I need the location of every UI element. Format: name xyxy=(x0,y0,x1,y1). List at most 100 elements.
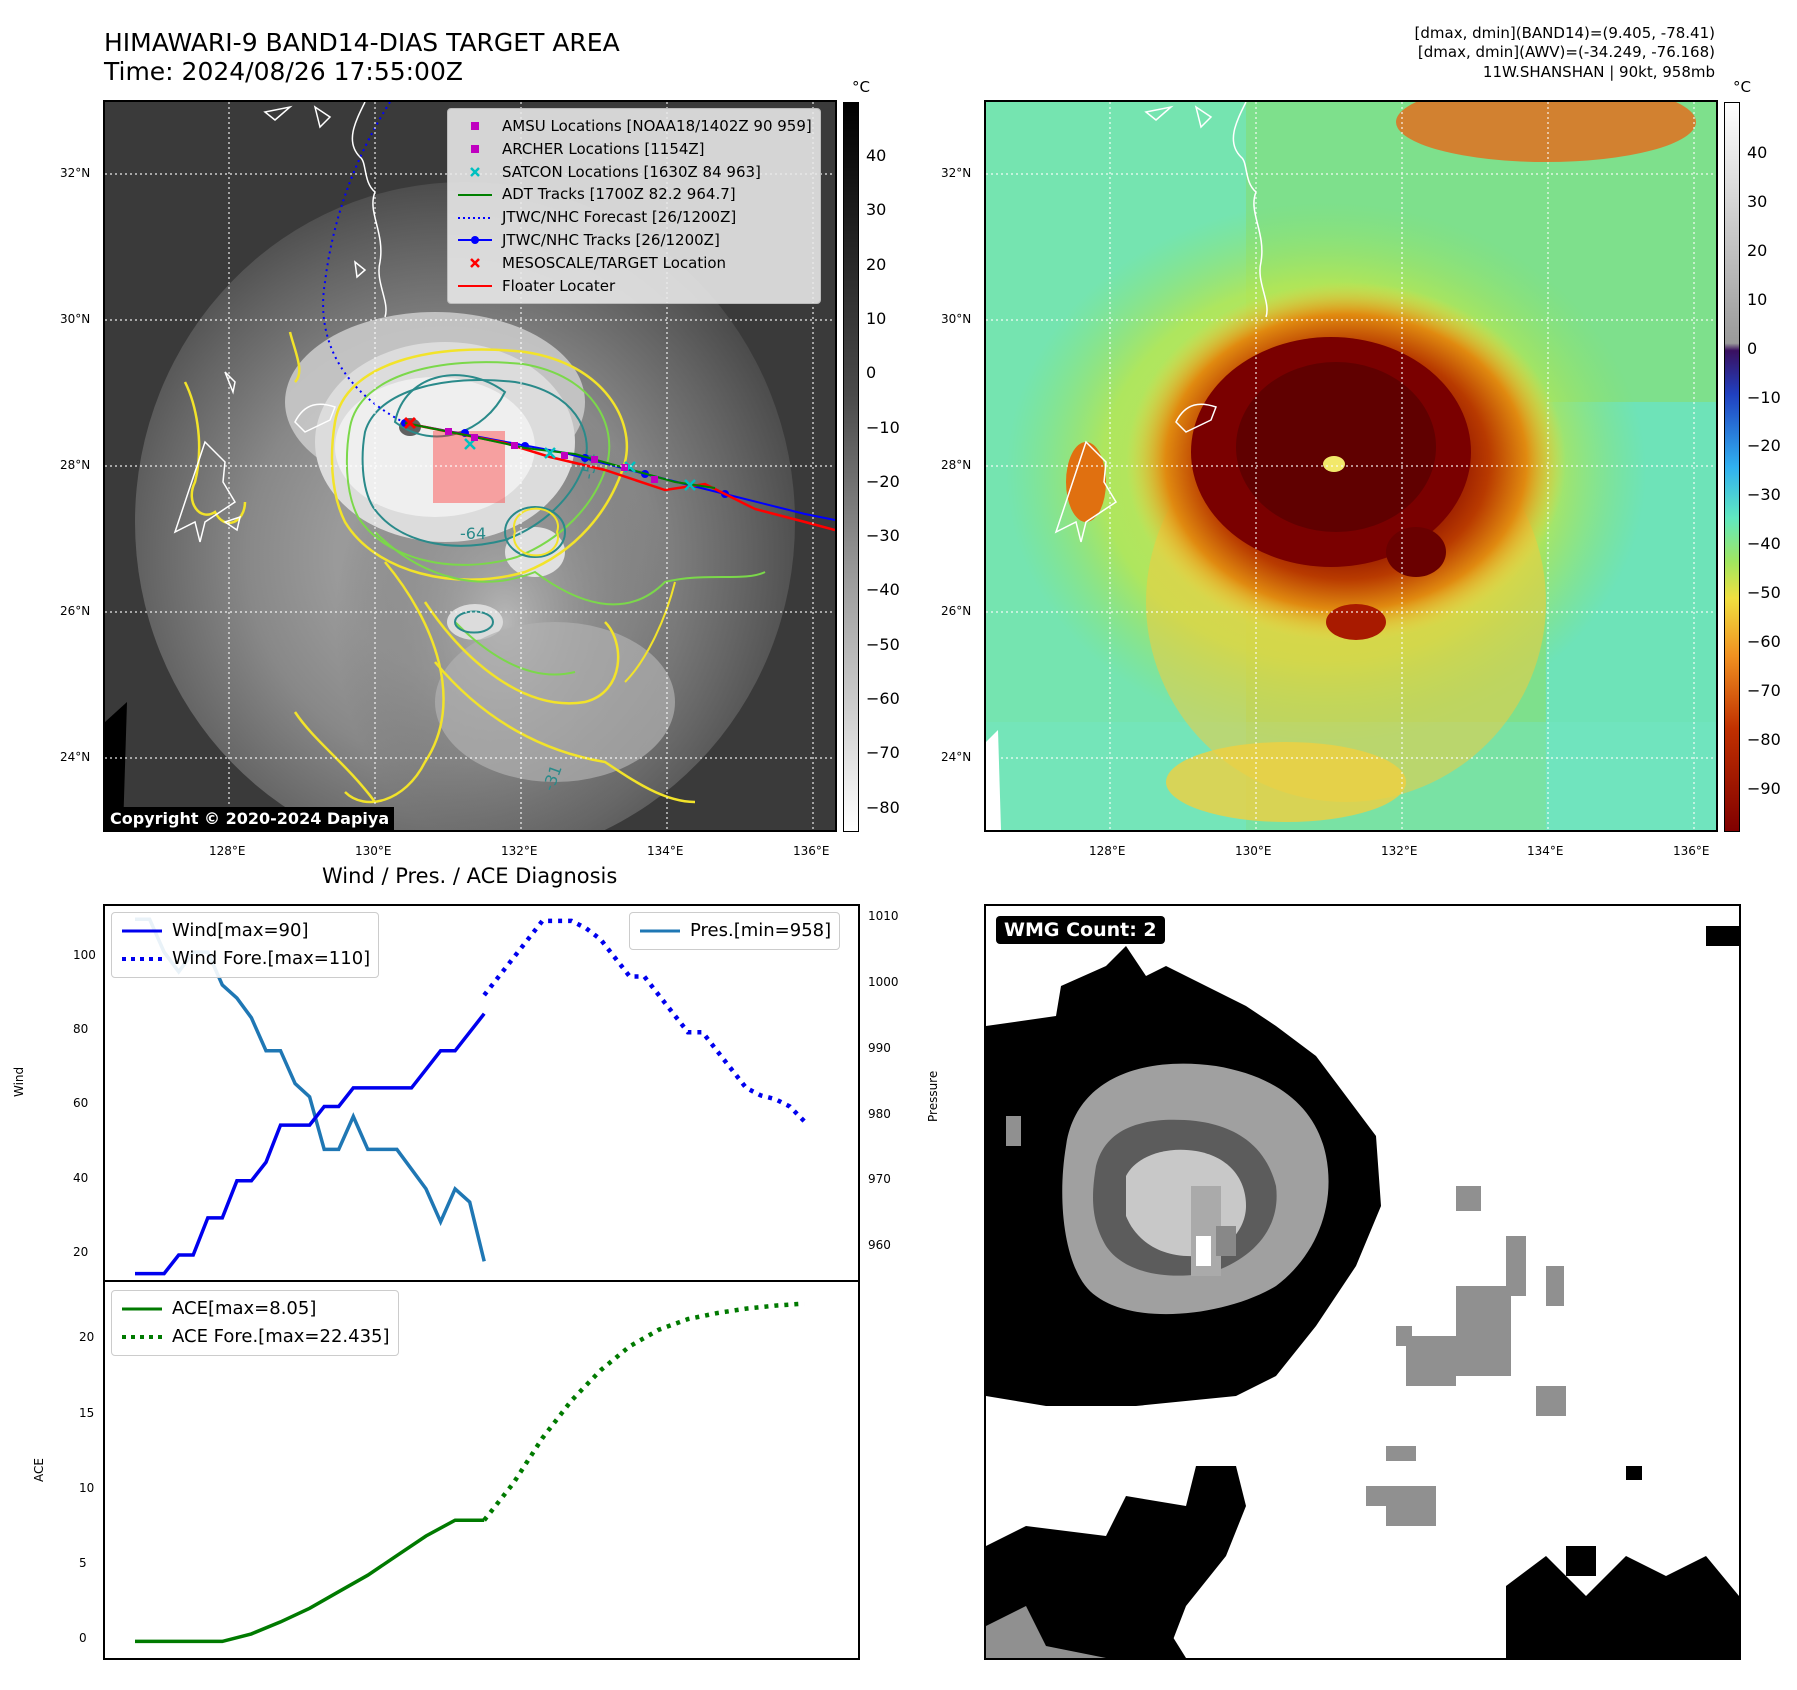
pressure-tick-label: 970 xyxy=(868,1172,891,1187)
wind-legend: Wind[max=90] Wind Fore.[max=110] xyxy=(111,912,380,978)
ace-legend: ACE[max=8.05] ACE Fore.[max=22.435] xyxy=(111,1290,399,1356)
right-colorbar-tick: −70 xyxy=(1747,680,1781,700)
ace-tick-label: 5 xyxy=(79,1556,87,1571)
ace-legend-item: ACE[max=8.05] xyxy=(122,1298,317,1319)
diagnosis-frame: Wind[max=90] Wind Fore.[max=110] Pres.[m… xyxy=(103,904,860,1660)
ace-line xyxy=(135,1518,485,1644)
pressure-tick-label: 960 xyxy=(868,1238,891,1253)
pressure-tick-label: 1000 xyxy=(868,974,899,989)
pres-legend: Pres.[min=958] xyxy=(629,912,841,950)
pres-legend-item: Pres.[min=958] xyxy=(640,920,832,941)
right-colorbar xyxy=(1724,102,1740,832)
lon-label-128-left: 128°E xyxy=(209,844,246,858)
wind-forecast-line xyxy=(482,918,806,1123)
lat-label-28-left: 28°N xyxy=(60,458,91,472)
lon-label-134-left: 134°E xyxy=(647,844,684,858)
right-colorbar-tick: 20 xyxy=(1747,240,1768,260)
right-colorbar-tick: −80 xyxy=(1747,729,1781,749)
info-line3: 11W.SHANSHAN | 90kt, 958mb xyxy=(1482,63,1715,81)
ir-grayscale-map: -64 -54 -31 xyxy=(103,100,837,832)
lon-label-132-right: 132°E xyxy=(1381,844,1418,858)
pressure-tick-label: 980 xyxy=(868,1106,891,1121)
lat-label-26-right: 26°N xyxy=(941,604,972,618)
left-colorbar xyxy=(843,102,859,832)
wind-tick-label: 40 xyxy=(73,1170,89,1185)
lon-label-136-left: 136°E xyxy=(793,844,830,858)
lon-label-128-right: 128°E xyxy=(1089,844,1126,858)
right-colorbar-tick: 10 xyxy=(1747,289,1768,309)
pressure-tick-label: 1010 xyxy=(868,909,899,924)
right-colorbar-tick: 40 xyxy=(1747,143,1768,162)
target-location-marker xyxy=(403,416,417,430)
left-colorbar-tick: 40 xyxy=(866,146,887,165)
figure-title-line1: HIMAWARI-9 BAND14-DIAS TARGET AREA xyxy=(104,28,620,57)
lat-label-30-right: 30°N xyxy=(941,312,972,326)
legend-item-archer: ARCHER Locations [1154Z] xyxy=(456,138,812,161)
left-colorbar-tick: −30 xyxy=(866,526,900,546)
diagnosis-chart-svg xyxy=(105,917,858,1644)
right-colorbar-tick: −90 xyxy=(1747,778,1781,798)
left-colorbar-unit: °C xyxy=(852,78,870,96)
ir-color-map xyxy=(984,100,1718,832)
left-colorbar-tick: −50 xyxy=(866,634,900,654)
ace-axis-label: ACE xyxy=(32,1458,46,1482)
ace-tick-label: 0 xyxy=(79,1631,87,1646)
wmg-count-badge: WMG Count: 2 xyxy=(996,916,1165,944)
ace-tick-label: 15 xyxy=(79,1405,95,1420)
left-colorbar-tick: 10 xyxy=(866,308,887,328)
lon-label-132-left: 132°E xyxy=(501,844,538,858)
lon-label-134-right: 134°E xyxy=(1527,844,1564,858)
left-colorbar-tick: −60 xyxy=(866,689,900,708)
left-colorbar-tick: −10 xyxy=(866,417,900,437)
copyright-label: Copyright © 2020-2024 Dapiya xyxy=(105,807,395,830)
lat-label-24-left: 24°N xyxy=(60,750,91,764)
wind-tick-label: 20 xyxy=(73,1245,89,1259)
right-colorbar-tick: 0 xyxy=(1747,338,1758,358)
left-colorbar-tick: 0 xyxy=(866,363,877,383)
wind-forecast-legend-item: Wind Fore.[max=110] xyxy=(122,948,371,969)
figure-title-line2: Time: 2024/08/26 17:55:00Z xyxy=(104,57,463,86)
jtwc-forecast-track xyxy=(322,102,406,424)
left-colorbar-tick: −80 xyxy=(866,797,900,817)
legend-item-adt: ADT Tracks [1700Z 82.2 964.7] xyxy=(458,185,736,204)
right-colorbar-tick: 30 xyxy=(1747,191,1768,211)
left-colorbar-tick: 30 xyxy=(866,200,887,220)
pressure-tick-label: 990 xyxy=(868,1040,891,1055)
pressure-axis-label: Pressure xyxy=(926,1070,940,1122)
amsu-archer-markers xyxy=(445,428,658,483)
right-colorbar-tick: −50 xyxy=(1747,583,1781,603)
wind-line xyxy=(135,1012,486,1276)
wmg-panel: WMG Count: 2 xyxy=(984,904,1741,1660)
ace-forecast-line xyxy=(482,1301,805,1522)
map-grid-right xyxy=(986,102,1716,830)
left-colorbar-tick: −70 xyxy=(866,743,900,763)
lon-label-136-right: 136°E xyxy=(1673,844,1710,858)
contour-label-64: -64 xyxy=(460,524,486,543)
right-colorbar-tick: −40 xyxy=(1747,534,1781,554)
lon-label-130-left: 130°E xyxy=(355,844,392,858)
left-colorbar-tick: −20 xyxy=(866,471,900,491)
lat-label-26-left: 26°N xyxy=(60,604,91,618)
adt-track xyxy=(404,422,716,489)
left-colorbar-tick: 20 xyxy=(866,254,887,274)
right-colorbar-unit: °C xyxy=(1733,78,1751,96)
lat-label-32-right: 32°N xyxy=(941,166,972,180)
legend-item-satcon: SATCON Locations [1630Z 84 963] xyxy=(456,161,812,184)
wind-tick-label: 60 xyxy=(73,1096,89,1111)
wind-legend-item: Wind[max=90] xyxy=(122,920,309,941)
info-line1: [dmax, dmin](BAND14)=(9.405, -78.41) xyxy=(1414,24,1715,42)
right-colorbar-tick: −10 xyxy=(1747,387,1781,407)
ace-tick-label: 20 xyxy=(79,1330,95,1345)
legend-item-jtwc-forecast: JTWC/NHC Forecast [26/1200Z] xyxy=(458,208,737,227)
wind-axis-label: Wind xyxy=(12,1066,26,1097)
ace-forecast-legend-item: ACE Fore.[max=22.435] xyxy=(122,1326,390,1347)
wmg-image-svg xyxy=(986,926,1739,1658)
lat-label-24-right: 24°N xyxy=(941,750,972,764)
right-colorbar-tick: −60 xyxy=(1747,632,1781,651)
lat-label-30-left: 30°N xyxy=(60,312,91,326)
lat-label-28-right: 28°N xyxy=(941,458,972,472)
info-line2: [dmax, dmin](AWV)=(-34.249, -76.168) xyxy=(1417,43,1715,61)
diagnosis-title: Wind / Pres. / ACE Diagnosis xyxy=(322,864,618,888)
right-colorbar-tick: −30 xyxy=(1747,485,1781,505)
